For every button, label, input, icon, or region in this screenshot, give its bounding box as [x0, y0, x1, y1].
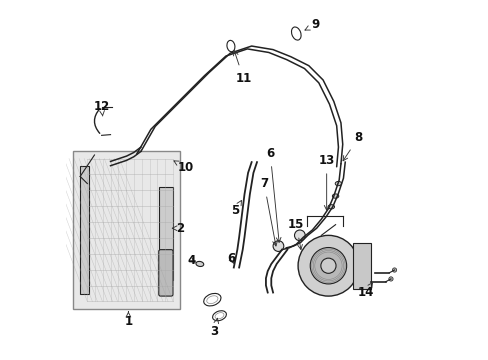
Ellipse shape: [327, 204, 334, 209]
FancyBboxPatch shape: [353, 243, 370, 289]
Circle shape: [388, 277, 392, 281]
Circle shape: [272, 241, 283, 251]
Text: 6: 6: [265, 147, 281, 242]
Bar: [159, 187, 173, 280]
Ellipse shape: [291, 27, 301, 40]
FancyBboxPatch shape: [73, 152, 180, 309]
Circle shape: [391, 268, 396, 272]
Text: 2: 2: [172, 222, 184, 235]
Ellipse shape: [335, 181, 341, 186]
Bar: [80, 166, 89, 294]
Text: 7: 7: [260, 177, 277, 246]
FancyArrowPatch shape: [94, 109, 100, 133]
Circle shape: [294, 230, 305, 241]
Text: 12: 12: [93, 100, 109, 116]
Text: 13: 13: [318, 154, 334, 210]
Text: 1: 1: [124, 312, 132, 328]
Circle shape: [309, 248, 346, 284]
Ellipse shape: [196, 261, 203, 266]
Text: 15: 15: [287, 218, 304, 249]
Text: 9: 9: [305, 18, 320, 31]
FancyBboxPatch shape: [159, 249, 173, 296]
Circle shape: [320, 258, 335, 273]
Text: 6: 6: [226, 252, 235, 265]
Text: 5: 5: [231, 201, 241, 217]
Text: 8: 8: [343, 131, 362, 161]
Ellipse shape: [226, 40, 234, 52]
Text: 11: 11: [233, 51, 251, 85]
Text: 10: 10: [174, 161, 193, 174]
Text: 3: 3: [210, 318, 218, 338]
Ellipse shape: [332, 194, 338, 198]
Text: 14: 14: [357, 283, 373, 299]
Text: 4: 4: [187, 254, 195, 267]
Circle shape: [298, 235, 358, 296]
